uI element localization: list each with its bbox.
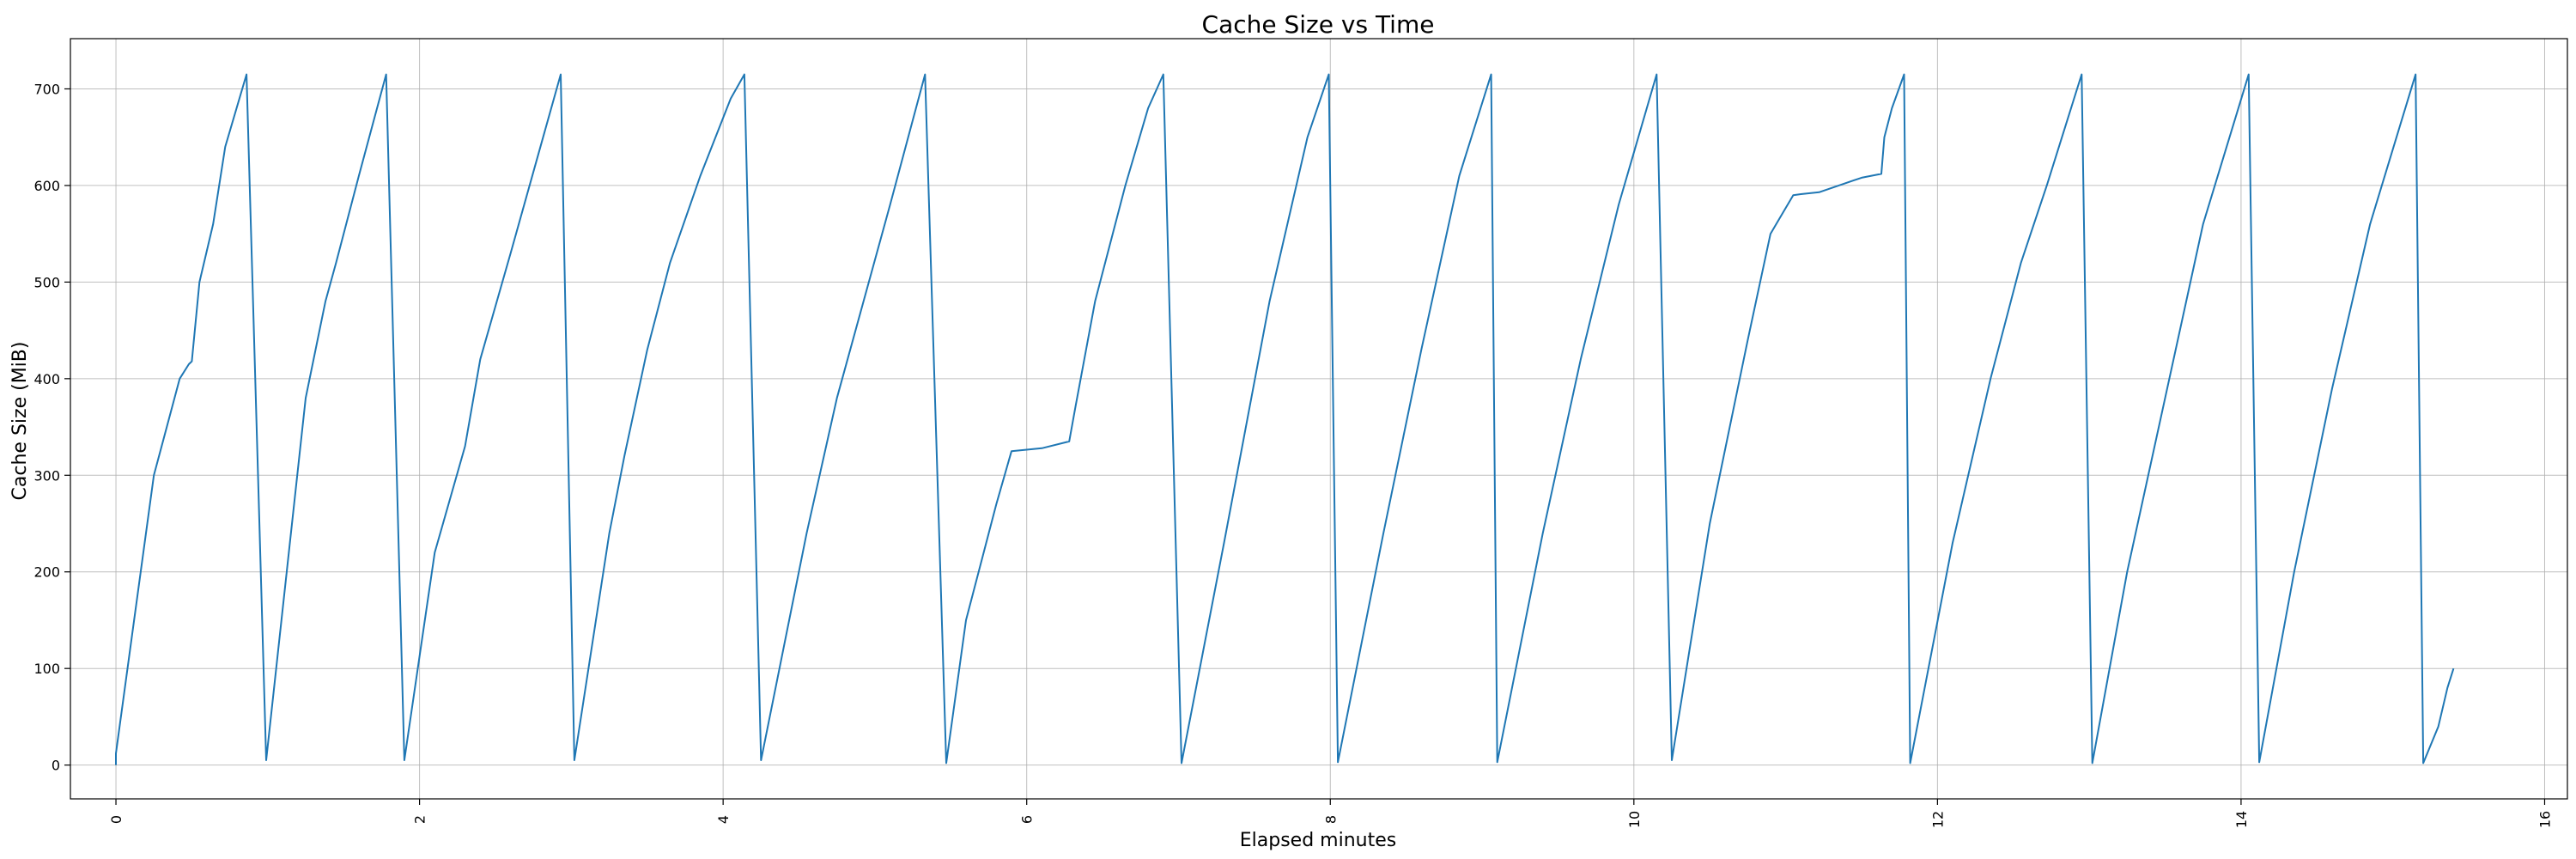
x-tick-label: 2 <box>412 815 428 824</box>
chart-title: Cache Size vs Time <box>1202 10 1435 39</box>
y-tick-label: 600 <box>33 178 60 194</box>
y-tick-label: 300 <box>33 467 60 484</box>
y-tick-label: 200 <box>33 564 60 581</box>
x-tick-label: 6 <box>1019 815 1036 824</box>
y-tick-label: 700 <box>33 81 60 97</box>
y-tick-label: 500 <box>33 274 60 290</box>
y-tick-label: 400 <box>33 371 60 387</box>
plot-frame <box>70 38 2568 800</box>
x-tick-label: 10 <box>1626 811 1643 828</box>
y-tick-label: 100 <box>33 661 60 677</box>
x-tick-label: 8 <box>1322 815 1339 824</box>
x-tick-label: 14 <box>2233 811 2250 828</box>
x-tick-label: 0 <box>108 815 125 824</box>
series-layer <box>115 73 2455 765</box>
series-line-0 <box>115 73 2455 765</box>
x-axis: 0 2 4 6 8 10 12 14 16 <box>108 799 2553 828</box>
x-axis-label: Elapsed minutes <box>1240 830 1396 851</box>
y-axis: 0 100 200 300 400 500 600 700 <box>33 81 70 774</box>
y-axis-label: Cache Size (MiB) <box>9 342 31 501</box>
x-tick-label: 12 <box>1929 811 1946 828</box>
x-tick-label: 4 <box>715 815 732 824</box>
grid-layer <box>70 39 2567 799</box>
x-tick-label: 16 <box>2537 811 2553 828</box>
y-tick-label: 0 <box>52 758 60 774</box>
